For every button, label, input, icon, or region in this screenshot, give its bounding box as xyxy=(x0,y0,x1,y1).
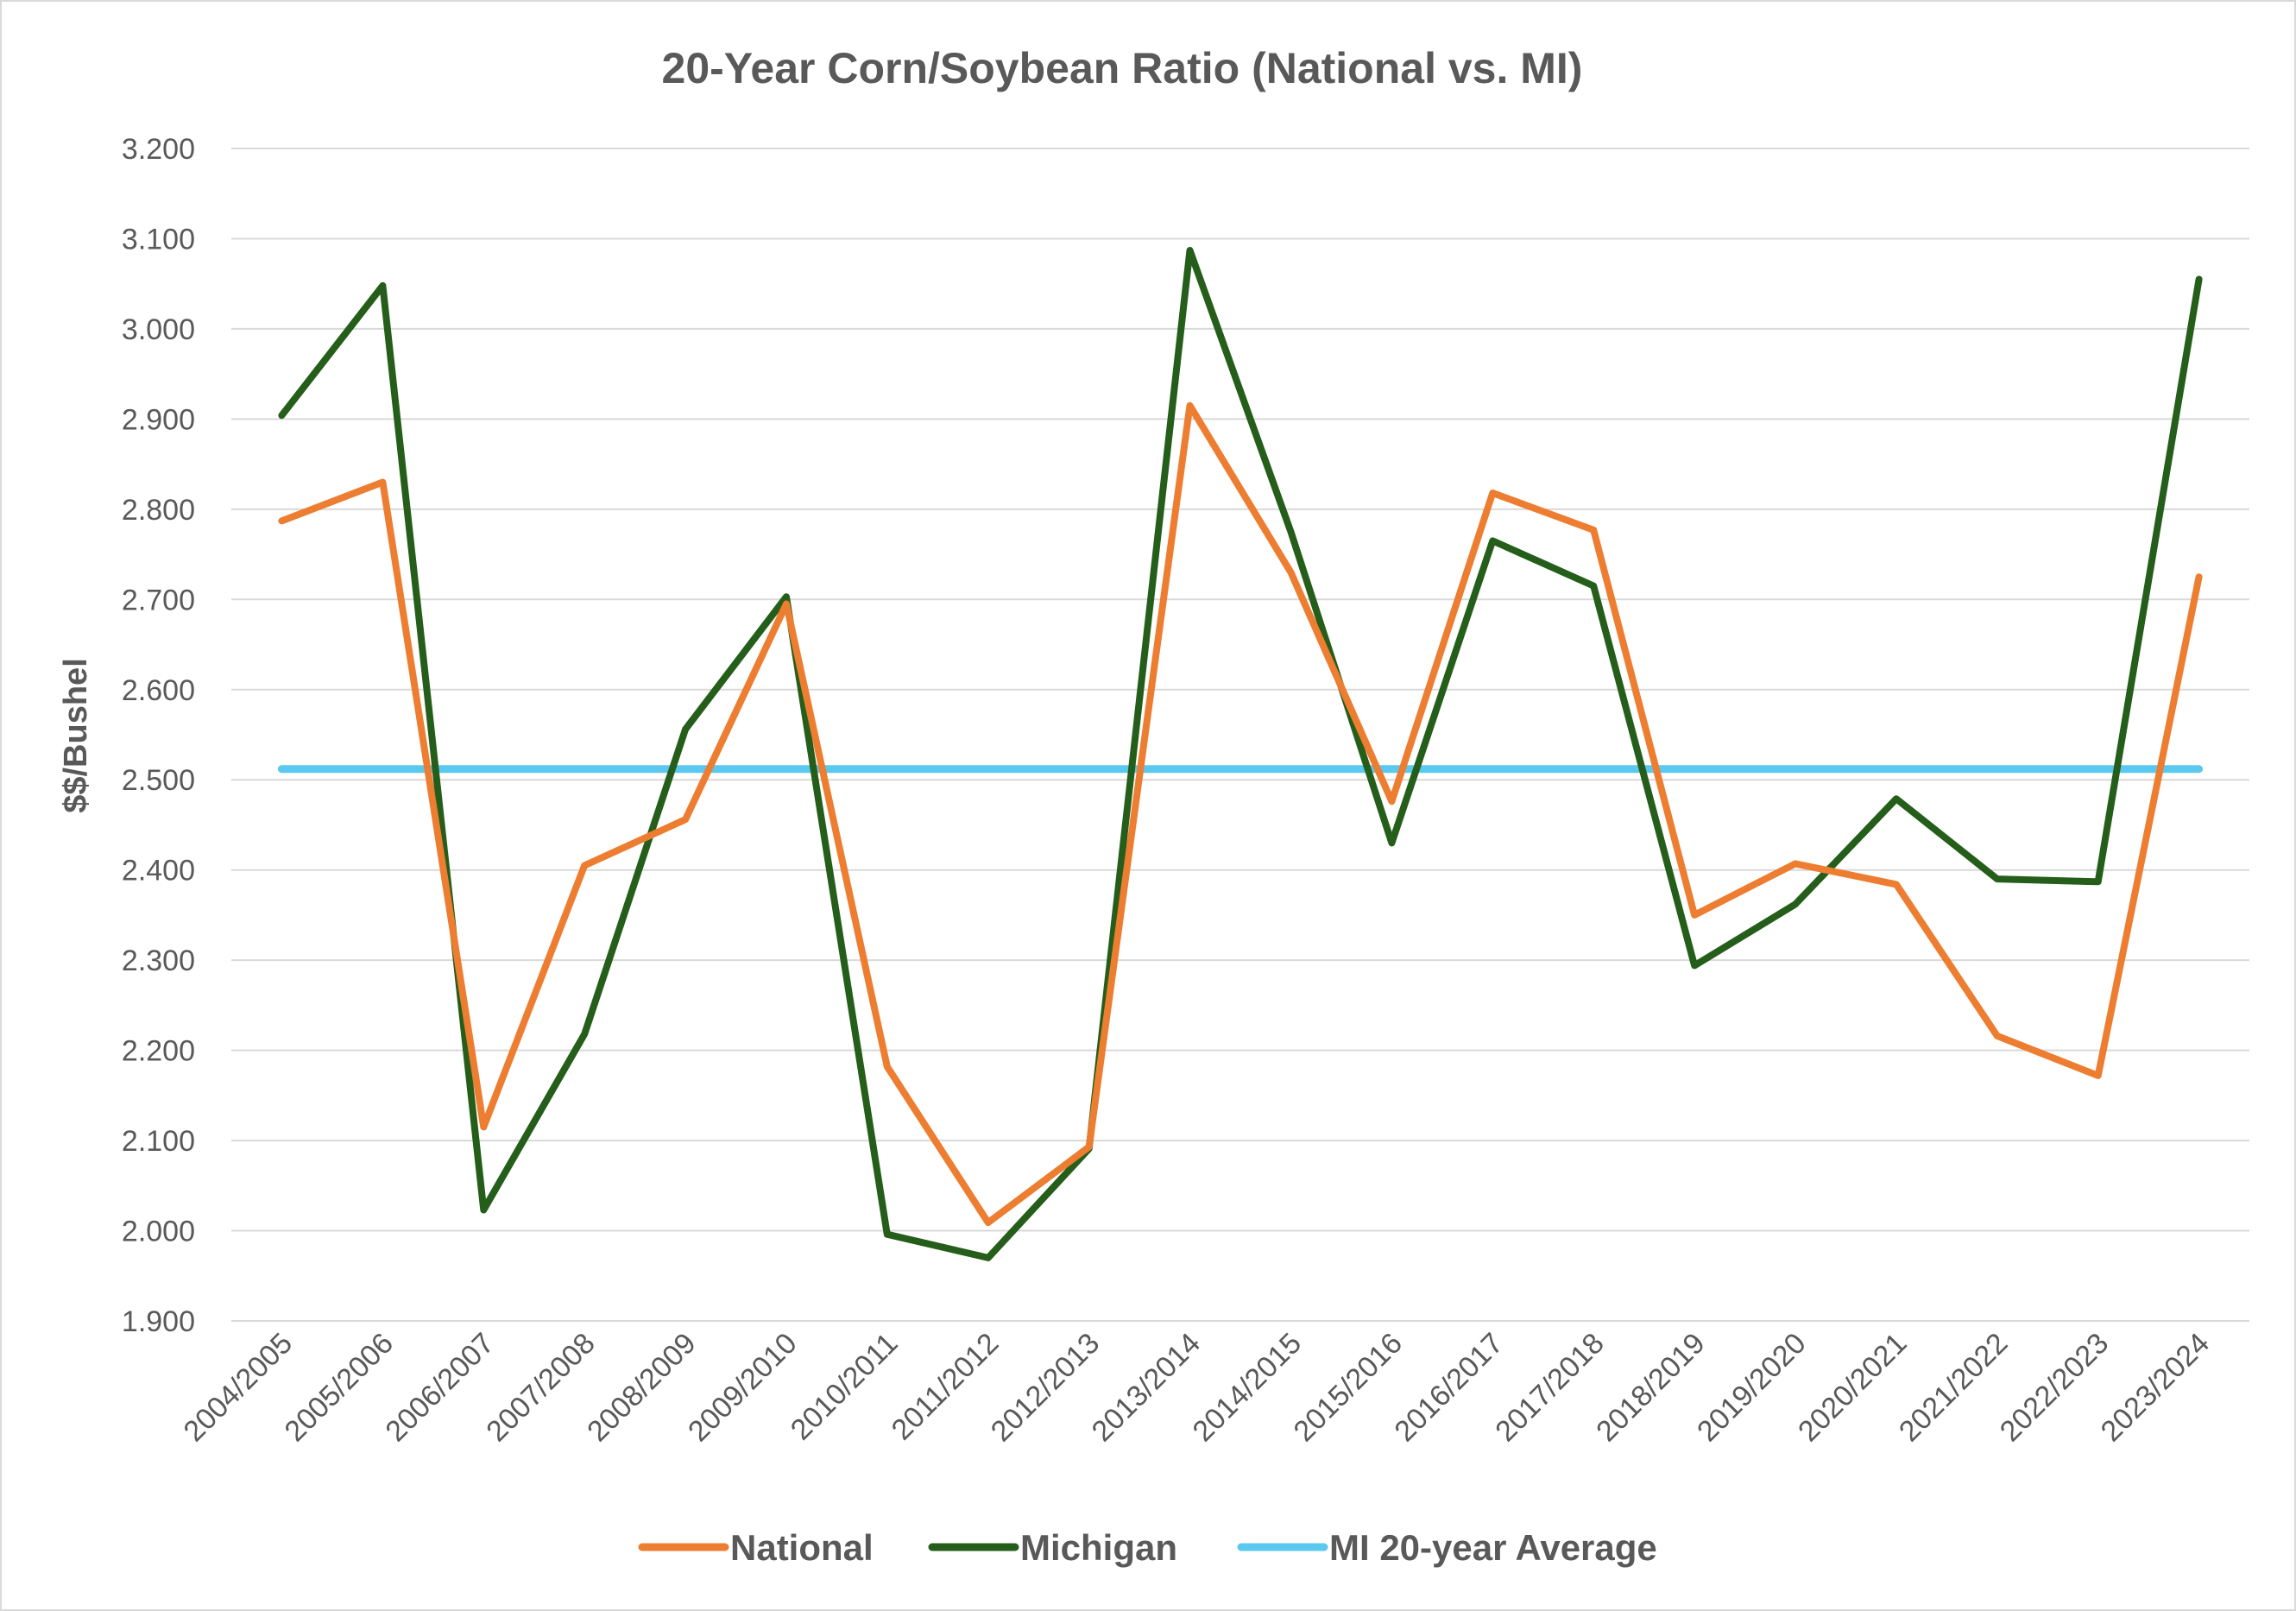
legend: National Michigan MI 20-year Average xyxy=(638,1527,1657,1568)
y-tick-label: 2.000 xyxy=(122,1216,195,1248)
y-tick-label: 2.800 xyxy=(122,494,195,527)
y-tick-label: 2.300 xyxy=(122,944,195,977)
x-tick-label: 2016/2017 xyxy=(1388,1327,1510,1449)
x-tick-label: 2019/2020 xyxy=(1691,1327,1813,1449)
series-lines xyxy=(277,247,2204,1261)
y-tick-label: 2.100 xyxy=(122,1125,195,1158)
x-tick-label: 2004/2005 xyxy=(178,1327,300,1449)
x-tick-label: 2010/2011 xyxy=(785,1327,905,1447)
legend-label-mi-20-year-average: MI 20-year Average xyxy=(1329,1527,1657,1568)
y-tick-label: 2.600 xyxy=(122,674,195,707)
x-tick-label: 2008/2009 xyxy=(581,1327,703,1449)
x-tick-label: 2023/2024 xyxy=(2095,1327,2217,1449)
series-line-michigan xyxy=(278,247,2203,1261)
y-tick-label: 1.900 xyxy=(122,1305,195,1338)
legend-label-michigan: Michigan xyxy=(1020,1527,1177,1568)
gridlines xyxy=(231,148,2249,1322)
x-tick-label: 2009/2010 xyxy=(682,1327,804,1449)
x-tick-label: 2014/2015 xyxy=(1187,1327,1309,1449)
y-tick-label: 3.000 xyxy=(122,313,195,346)
x-tick-label: 2015/2016 xyxy=(1287,1327,1409,1449)
y-tick-label: 2.500 xyxy=(122,764,195,797)
y-tick-label: 2.400 xyxy=(122,855,195,888)
chart-title: 20-Year Corn/Soybean Ratio (National vs.… xyxy=(662,44,1583,92)
series-line-national xyxy=(278,401,2203,1227)
y-tick-label: 3.200 xyxy=(122,133,195,166)
x-tick-label: 2022/2023 xyxy=(1994,1327,2116,1449)
y-axis-ticks: 1.900 2.000 2.100 2.200 2.300 2.400 2.500 2.600… xyxy=(122,133,195,1338)
x-tick-label: 2005/2006 xyxy=(278,1327,400,1449)
x-tick-label: 2006/2007 xyxy=(379,1327,501,1449)
y-tick-label: 2.200 xyxy=(122,1035,195,1068)
y-tick-label: 2.700 xyxy=(122,584,195,616)
x-tick-label: 2011/2012 xyxy=(886,1327,1006,1447)
x-tick-label: 2013/2014 xyxy=(1086,1327,1208,1449)
y-axis-label: $$/Bushel xyxy=(58,658,94,813)
x-tick-label: 2020/2021 xyxy=(1792,1327,1914,1449)
x-axis-ticks: 2004/20052005/20062006/20072007/20082008… xyxy=(178,1327,2217,1449)
x-tick-label: 2021/2022 xyxy=(1893,1327,2015,1449)
x-tick-label: 2007/2008 xyxy=(480,1327,602,1449)
y-tick-label: 3.100 xyxy=(122,223,195,256)
legend-label-national: National xyxy=(730,1527,874,1568)
x-tick-label: 2012/2013 xyxy=(985,1327,1107,1449)
y-tick-label: 2.900 xyxy=(122,403,195,436)
x-tick-label: 2018/2019 xyxy=(1590,1327,1712,1449)
x-tick-label: 2017/2018 xyxy=(1489,1327,1611,1449)
